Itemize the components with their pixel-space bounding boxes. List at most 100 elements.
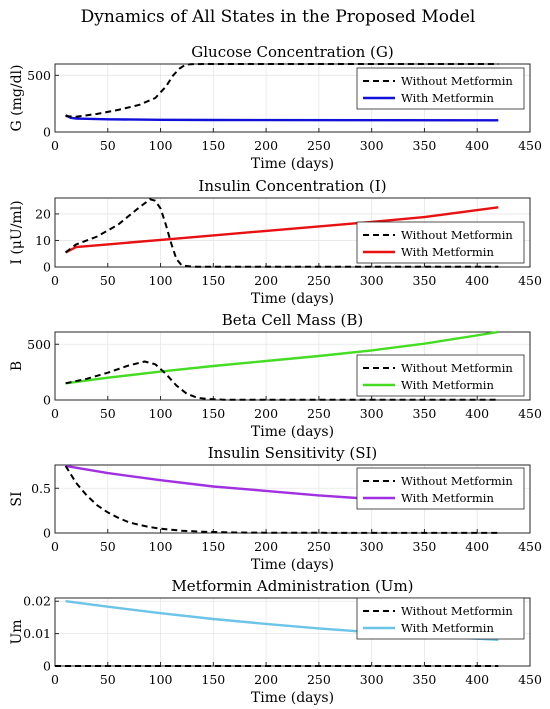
series-line-without-metformin xyxy=(65,63,499,118)
x-tick-label: 200 xyxy=(254,672,278,687)
x-tick-label: 100 xyxy=(149,539,173,554)
x-tick-label: 250 xyxy=(307,138,331,153)
x-tick-label: 50 xyxy=(100,273,116,288)
x-tick-label: 150 xyxy=(201,138,225,153)
series-line-with-metformin xyxy=(65,114,499,122)
legend-label: With Metformin xyxy=(401,621,494,635)
y-tick-label: 20 xyxy=(35,206,51,221)
y-tick-label: 0 xyxy=(43,526,51,541)
x-tick-label: 200 xyxy=(254,138,278,153)
y-tick-label: 500 xyxy=(27,68,51,83)
x-tick-label: 300 xyxy=(360,138,384,153)
x-tick-label: 50 xyxy=(100,539,116,554)
y-axis-label: I (μU/ml) xyxy=(9,200,25,264)
axes-box xyxy=(54,597,531,667)
y-axis-label: SI xyxy=(9,491,25,506)
x-tick-label: 250 xyxy=(307,539,331,554)
legend-box xyxy=(356,467,525,510)
series-line-without-metformin xyxy=(64,465,499,534)
x-tick-label: 50 xyxy=(100,672,116,687)
x-tick-label: 450 xyxy=(518,273,542,288)
x-axis-label: Time (days) xyxy=(251,156,334,172)
x-tick-label: 300 xyxy=(360,539,384,554)
legend-label: Without Metformin xyxy=(401,604,513,618)
x-tick-label: 450 xyxy=(518,138,542,153)
legend-label: With Metformin xyxy=(401,378,494,392)
legend-label: Without Metformin xyxy=(401,228,513,242)
axes-box xyxy=(54,197,531,268)
series-line-with-metformin xyxy=(65,206,499,254)
y-axis-label: B xyxy=(9,361,25,371)
x-tick-label: 100 xyxy=(149,273,173,288)
x-tick-label: 50 xyxy=(100,138,116,153)
x-tick-label: 0 xyxy=(51,406,59,421)
x-tick-label: 100 xyxy=(149,138,173,153)
x-tick-label: 150 xyxy=(201,273,225,288)
y-tick-label: 0 xyxy=(43,260,51,275)
x-tick-label: 150 xyxy=(201,406,225,421)
legend-label: With Metformin xyxy=(401,91,494,105)
x-tick-label: 100 xyxy=(149,672,173,687)
series-line-without-metformin xyxy=(65,360,499,401)
x-tick-label: 200 xyxy=(254,539,278,554)
x-tick-label: 450 xyxy=(518,539,542,554)
y-tick-label: 0.5 xyxy=(31,481,51,496)
series-line-with-metformin xyxy=(65,330,499,385)
x-tick-label: 50 xyxy=(100,406,116,421)
x-tick-label: 150 xyxy=(201,539,225,554)
x-tick-label: 200 xyxy=(254,273,278,288)
y-axis-label: G (mg/dl) xyxy=(9,65,25,132)
legend: Without Metformin With Metformin xyxy=(356,67,525,110)
y-tick-label: 0 xyxy=(43,393,51,408)
x-tick-label: 450 xyxy=(518,672,542,687)
x-tick-label: 0 xyxy=(51,539,59,554)
x-tick-label: 200 xyxy=(254,406,278,421)
panel-title: Beta Cell Mass (B) xyxy=(222,311,364,329)
x-tick-label: 300 xyxy=(360,672,384,687)
panel-title: Metformin Administration (Um) xyxy=(171,577,413,595)
x-tick-label: 400 xyxy=(465,138,489,153)
x-tick-label: 350 xyxy=(413,138,437,153)
x-tick-label: 0 xyxy=(51,273,59,288)
chart-panel-5: 0 50 100 150 200 250 300 350 400 450 0 0.01 0.02 Metf… xyxy=(9,577,542,706)
x-axis-label: Time (days) xyxy=(251,690,334,706)
legend-box xyxy=(356,354,525,397)
x-tick-label: 350 xyxy=(413,273,437,288)
series-line-without-metformin xyxy=(64,198,499,268)
y-tick-label: 10 xyxy=(35,233,51,248)
x-tick-label: 350 xyxy=(413,406,437,421)
legend-label: With Metformin xyxy=(401,491,494,505)
x-tick-label: 100 xyxy=(149,406,173,421)
figure-title: Dynamics of All States in the Proposed M… xyxy=(81,7,476,27)
x-tick-label: 400 xyxy=(465,273,489,288)
chart-panel-1: 0 50 100 150 200 250 300 350 400 450 0 500 Glucose C… xyxy=(9,43,542,172)
legend-label: Without Metformin xyxy=(401,474,513,488)
y-tick-label: 0 xyxy=(43,659,51,674)
x-tick-label: 400 xyxy=(465,539,489,554)
x-tick-label: 250 xyxy=(307,273,331,288)
chart-panel-2: 0 50 100 150 200 250 300 350 400 450 0 10 20 Insulin … xyxy=(9,177,542,307)
x-tick-label: 300 xyxy=(360,406,384,421)
panel-title: Insulin Concentration (I) xyxy=(198,177,386,195)
x-tick-label: 0 xyxy=(51,672,59,687)
y-axis-label: Um xyxy=(9,619,25,644)
panel-title: Glucose Concentration (G) xyxy=(191,43,393,61)
x-tick-label: 150 xyxy=(201,672,225,687)
legend: Without Metformin With Metformin xyxy=(356,221,525,264)
x-tick-label: 400 xyxy=(465,672,489,687)
x-tick-label: 450 xyxy=(518,406,542,421)
y-tick-label: 0.02 xyxy=(23,594,51,609)
legend-box xyxy=(356,597,525,640)
x-tick-label: 300 xyxy=(360,273,384,288)
x-axis-label: Time (days) xyxy=(251,424,334,440)
chart-panel-4: 0 50 100 150 200 250 300 350 400 450 0 0.5 Insulin S… xyxy=(9,444,542,573)
y-tick-label: 0.01 xyxy=(23,626,51,641)
x-axis-label: Time (days) xyxy=(251,291,334,307)
legend-label: With Metformin xyxy=(401,245,494,259)
x-tick-label: 350 xyxy=(413,672,437,687)
x-tick-label: 250 xyxy=(307,672,331,687)
legend: Without Metformin With Metformin xyxy=(356,467,525,510)
legend-label: Without Metformin xyxy=(401,361,513,375)
chart-panel-3: 0 50 100 150 200 250 300 350 400 450 0 500 Beta Cell… xyxy=(9,311,542,440)
